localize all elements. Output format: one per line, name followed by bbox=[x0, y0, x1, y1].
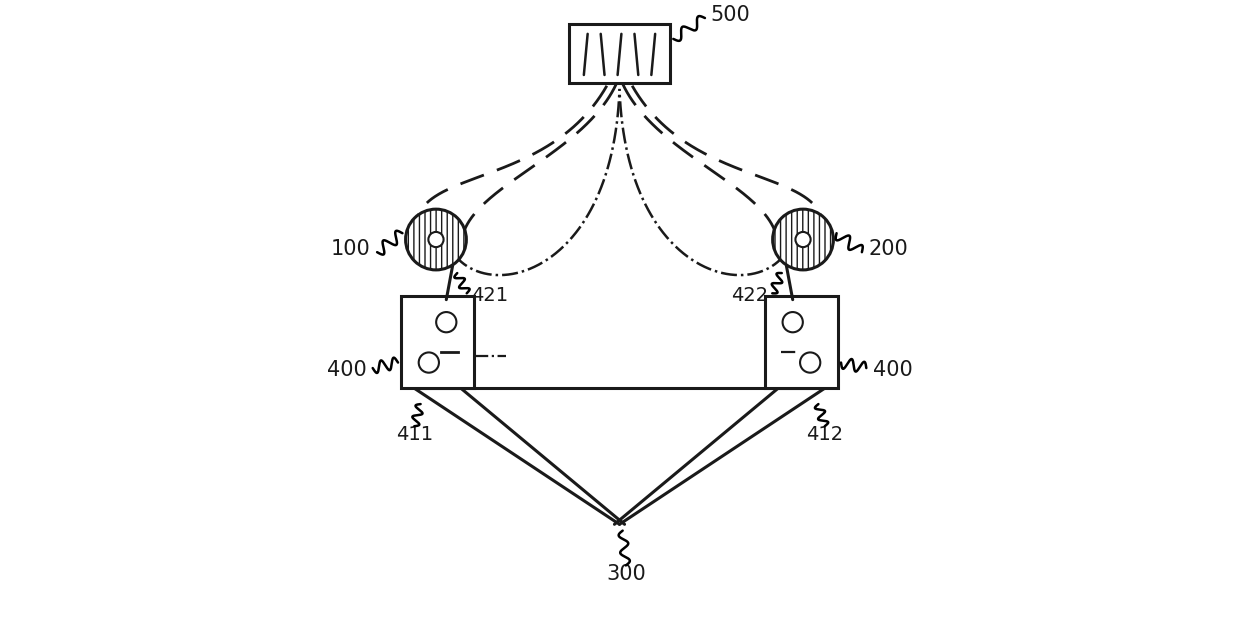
Circle shape bbox=[800, 353, 820, 372]
Circle shape bbox=[783, 312, 803, 332]
Text: 200: 200 bbox=[869, 239, 908, 259]
Circle shape bbox=[795, 232, 810, 247]
Circle shape bbox=[436, 312, 456, 332]
Text: 421: 421 bbox=[471, 286, 508, 304]
Text: 400: 400 bbox=[327, 360, 367, 380]
Bar bbox=[764, 297, 838, 388]
Circle shape bbox=[405, 209, 466, 270]
Text: 400: 400 bbox=[872, 360, 912, 380]
Circle shape bbox=[419, 353, 439, 372]
Bar bbox=[569, 24, 670, 83]
Text: 100: 100 bbox=[331, 239, 370, 259]
Text: 412: 412 bbox=[807, 425, 844, 444]
Text: 300: 300 bbox=[606, 563, 646, 584]
Text: 411: 411 bbox=[395, 425, 432, 444]
Text: 500: 500 bbox=[710, 5, 750, 25]
Circle shape bbox=[773, 209, 834, 270]
Text: 422: 422 bbox=[731, 286, 768, 304]
Circle shape bbox=[429, 232, 444, 247]
Bar bbox=[401, 297, 475, 388]
